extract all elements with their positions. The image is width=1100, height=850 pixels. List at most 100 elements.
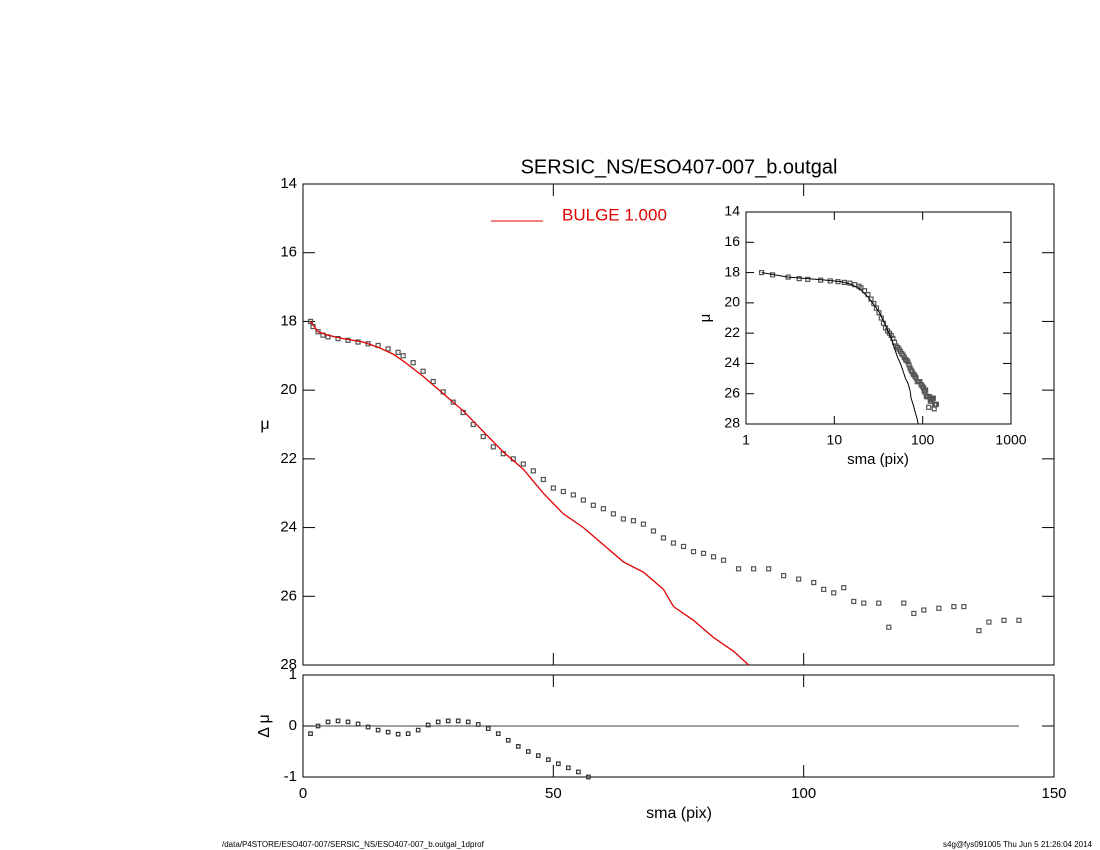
x-tick-label: 1000 bbox=[995, 432, 1026, 448]
data-point bbox=[876, 600, 882, 606]
data-point bbox=[550, 485, 556, 491]
data-point bbox=[650, 528, 657, 534]
data-point bbox=[395, 349, 401, 355]
y-tick-label: 18 bbox=[280, 312, 297, 329]
data-point bbox=[610, 511, 617, 517]
data-point bbox=[555, 761, 561, 767]
y-tick-label: 0 bbox=[289, 717, 297, 734]
data-point bbox=[590, 502, 596, 508]
data-point bbox=[901, 600, 907, 606]
data-point bbox=[410, 360, 416, 366]
x-tick-label: 100 bbox=[911, 432, 935, 448]
data-point bbox=[450, 399, 456, 405]
data-point bbox=[976, 628, 982, 634]
y-tick-label: 20 bbox=[724, 294, 740, 310]
data-point bbox=[540, 476, 546, 483]
data-point bbox=[307, 318, 314, 325]
data-point bbox=[425, 722, 431, 728]
data-point bbox=[986, 619, 992, 625]
x-axis-label: sma (pix) bbox=[646, 805, 712, 822]
y-tick-label: 28 bbox=[280, 656, 297, 673]
data-point bbox=[520, 461, 526, 467]
data-point bbox=[861, 288, 868, 294]
data-point bbox=[495, 731, 501, 737]
data-point bbox=[796, 576, 802, 582]
y-tick-label: 24 bbox=[724, 354, 740, 370]
footer-left: /data/P4STORE/ESO407-007/SERSIC_NS/ESO40… bbox=[222, 840, 485, 849]
data-point bbox=[781, 573, 787, 579]
data-point bbox=[505, 737, 511, 743]
y-tick-label: 26 bbox=[280, 587, 297, 604]
inset-y-axis-label: μ bbox=[697, 314, 714, 323]
y-tick-label: 14 bbox=[280, 175, 297, 192]
data-point bbox=[1016, 617, 1022, 623]
data-point bbox=[335, 336, 341, 342]
data-point bbox=[930, 395, 936, 401]
plot-frame bbox=[302, 183, 1055, 666]
data-point bbox=[475, 722, 481, 727]
x-tick-label: 10 bbox=[827, 432, 843, 448]
data-point bbox=[365, 724, 371, 730]
data-point bbox=[911, 610, 917, 617]
data-point bbox=[680, 543, 687, 550]
data-point bbox=[620, 516, 627, 522]
data-point bbox=[690, 549, 697, 555]
chart-title: SERSIC_NS/ESO407-007_b.outgal bbox=[521, 156, 838, 178]
data-point bbox=[385, 729, 391, 735]
y-tick-label: 24 bbox=[280, 519, 297, 536]
data-point bbox=[576, 769, 581, 775]
data-point bbox=[415, 727, 421, 733]
data-point bbox=[400, 353, 406, 359]
data-point bbox=[926, 404, 932, 410]
data-point bbox=[315, 723, 321, 729]
model-line bbox=[309, 321, 750, 666]
data-point bbox=[308, 731, 313, 737]
data-point bbox=[490, 444, 496, 450]
data-point bbox=[933, 401, 939, 407]
data-point bbox=[923, 387, 929, 393]
data-point bbox=[961, 603, 967, 610]
data-point bbox=[861, 600, 867, 606]
data-point bbox=[796, 276, 802, 282]
data-point bbox=[570, 492, 576, 498]
data-point bbox=[821, 586, 827, 593]
data-point bbox=[831, 590, 837, 596]
data-point bbox=[710, 554, 717, 560]
y-axis-label: μ bbox=[260, 416, 269, 433]
x-tick-label: 1 bbox=[742, 432, 750, 448]
data-point bbox=[586, 774, 591, 780]
inset-x-axis-label: sma (pix) bbox=[847, 451, 909, 468]
data-point bbox=[936, 605, 942, 611]
data-point bbox=[580, 497, 586, 503]
data-point bbox=[420, 368, 426, 374]
data-point bbox=[535, 753, 541, 758]
data-point bbox=[876, 310, 882, 316]
data-point bbox=[385, 346, 391, 352]
data-point bbox=[566, 765, 571, 771]
data-point bbox=[395, 731, 401, 737]
y-tick-label: 14 bbox=[724, 203, 740, 219]
y-tick-label: 22 bbox=[280, 450, 297, 467]
data-point bbox=[735, 566, 742, 572]
data-point bbox=[335, 718, 341, 724]
data-point bbox=[465, 719, 471, 725]
data-point bbox=[325, 719, 331, 725]
data-point bbox=[1001, 617, 1007, 623]
y-tick-label: 18 bbox=[724, 263, 740, 279]
plot-frame bbox=[745, 211, 1012, 425]
footer-right: s4g@fys091005 Thu Jun 5 21:26:04 2014 bbox=[943, 840, 1093, 849]
data-point bbox=[811, 579, 817, 586]
data-point bbox=[660, 535, 667, 541]
data-point bbox=[470, 421, 476, 428]
legend-label: BULGE 1.000 bbox=[562, 205, 667, 224]
x-tick-label: 50 bbox=[545, 785, 562, 802]
data-point bbox=[720, 557, 727, 563]
data-point bbox=[670, 540, 677, 546]
data-point bbox=[345, 719, 351, 725]
data-point bbox=[480, 433, 486, 440]
data-point bbox=[430, 378, 436, 385]
y-tick-label: 28 bbox=[724, 415, 740, 431]
x-tick-label: 150 bbox=[1041, 785, 1066, 802]
data-point bbox=[405, 731, 411, 737]
